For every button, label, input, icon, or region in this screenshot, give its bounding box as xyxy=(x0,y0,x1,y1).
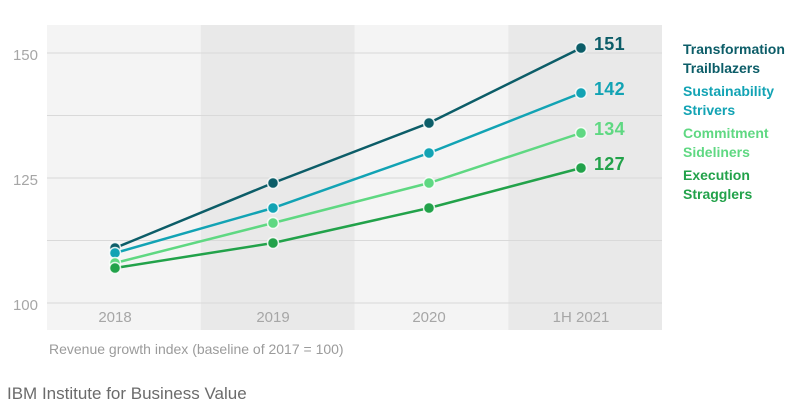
x-axis-tick-label: 2020 xyxy=(412,309,445,326)
chart-caption: Revenue growth index (baseline of 2017 =… xyxy=(49,341,344,357)
chart-legend: Transformation Trailblazers Sustainabili… xyxy=(683,40,800,208)
data-point xyxy=(422,201,436,215)
series-value-label: 151 xyxy=(594,34,625,54)
y-axis-tick-label: 125 xyxy=(13,172,38,189)
data-point xyxy=(266,201,280,215)
legend-item-sustainability-strivers: Sustainability Strivers xyxy=(683,83,775,118)
legend-item-commitment-sideliners: Commitment Sideliners xyxy=(683,125,769,160)
series-line xyxy=(114,166,582,270)
series-line xyxy=(114,91,582,255)
series-line xyxy=(114,46,582,250)
data-point xyxy=(574,161,588,175)
source-attribution: IBM Institute for Business Value xyxy=(7,384,247,403)
revenue-growth-line-chart: 150 125 100 2018 2019 2020 1H 2021 151 142 134 127 xyxy=(13,25,662,330)
series-line xyxy=(114,131,582,265)
legend-item-execution-stragglers: Execution Stragglers xyxy=(683,167,753,202)
data-point xyxy=(422,146,436,160)
series-value-label: 127 xyxy=(594,154,625,174)
data-point xyxy=(422,116,436,130)
data-point xyxy=(574,126,588,140)
y-axis-tick-label: 150 xyxy=(13,47,38,64)
data-point xyxy=(422,176,436,190)
series-value-label: 134 xyxy=(594,119,625,139)
data-point xyxy=(574,86,588,100)
y-axis-tick-label: 100 xyxy=(13,297,38,314)
data-point xyxy=(266,236,280,250)
x-axis-tick-label: 1H 2021 xyxy=(553,309,610,326)
legend-item-transformation-trailblazers: Transformation Trailblazers xyxy=(683,41,785,76)
x-axis-tick-label: 2018 xyxy=(98,309,131,326)
data-point xyxy=(266,216,280,230)
data-point xyxy=(266,176,280,190)
series-value-label: 142 xyxy=(594,79,625,99)
data-point xyxy=(108,261,122,275)
data-point xyxy=(574,41,588,55)
x-axis-tick-label: 2019 xyxy=(256,309,289,326)
